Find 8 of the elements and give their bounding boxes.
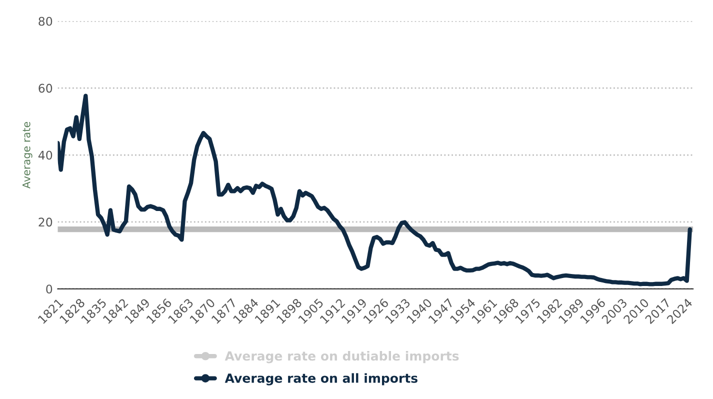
- legend-label: Average rate on all imports: [224, 373, 418, 386]
- line-series: [58, 94, 692, 286]
- y-tick-label: 0: [46, 284, 52, 294]
- y-tick-label: 40: [38, 150, 52, 160]
- y-tick-label: 20: [38, 218, 52, 227]
- y-axis-title: Average rate: [22, 122, 32, 189]
- y-tick-label: 60: [38, 84, 52, 93]
- y-tick-label: 80: [38, 16, 52, 26]
